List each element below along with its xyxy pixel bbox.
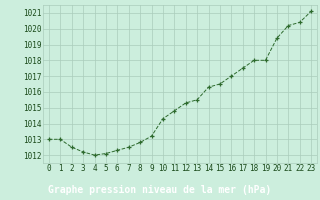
Text: Graphe pression niveau de la mer (hPa): Graphe pression niveau de la mer (hPa) — [48, 185, 272, 195]
